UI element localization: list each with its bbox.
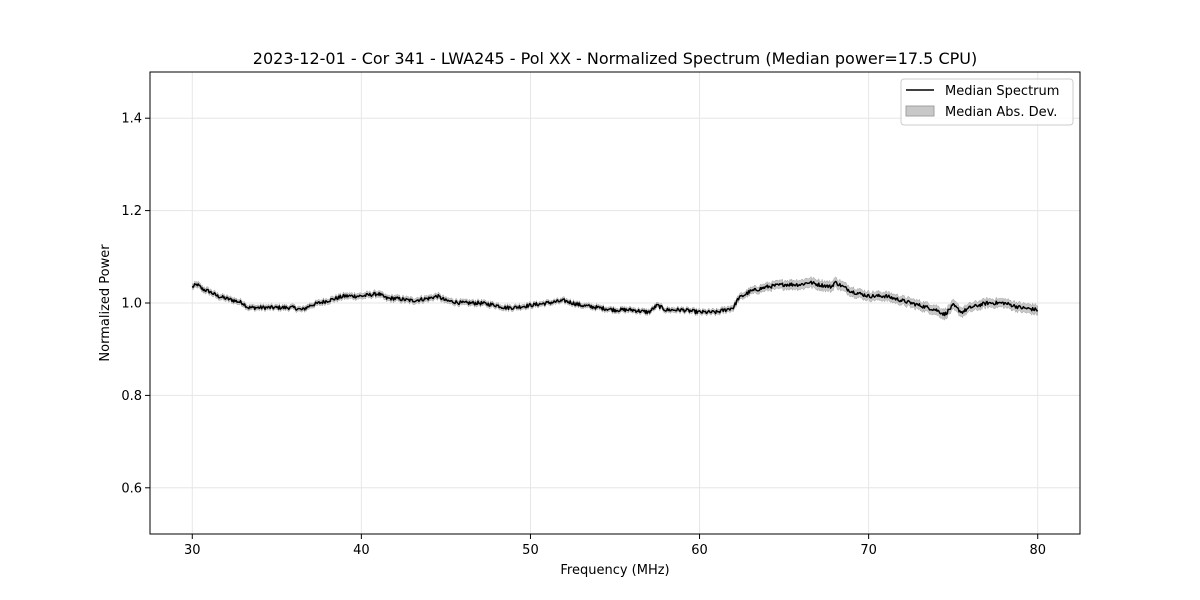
legend-band-swatch [905,105,935,117]
x-tick-label: 70 [860,543,877,558]
x-tick-label: 60 [691,543,708,558]
y-tick-label: 1.0 [121,297,142,312]
y-axis: 0.6 0.8 1.0 1.2 1.4 [121,112,150,496]
spectrum-line-layer [191,280,1039,317]
mad-band-layer [192,276,1038,322]
legend-box [900,78,1074,126]
x-tick-label: 30 [184,543,201,558]
y-tick-label: 1.4 [121,112,142,127]
x-tick-label: 50 [522,543,539,558]
y-tick-label: 0.8 [121,389,142,404]
x-tick-label: 40 [353,543,370,558]
median-spectrum-line [191,280,1039,317]
legend-entry-median-spectrum: Median Spectrum [945,84,1059,99]
x-axis: 30 40 50 60 70 80 [184,534,1046,558]
legend-entry-median-abs-dev: Median Abs. Dev. [945,105,1057,120]
x-tick-label: 80 [1029,543,1046,558]
x-axis-label: Frequency (MHz) [560,563,669,578]
y-axis-label: Normalized Power [98,244,113,362]
chart-title: 2023-12-01 - Cor 341 - LWA245 - Pol XX -… [253,49,977,68]
mad-band [192,276,1038,322]
legend: Median Spectrum Median Abs. Dev. [900,78,1074,126]
y-tick-label: 1.2 [121,204,142,219]
y-tick-label: 0.6 [121,481,142,496]
